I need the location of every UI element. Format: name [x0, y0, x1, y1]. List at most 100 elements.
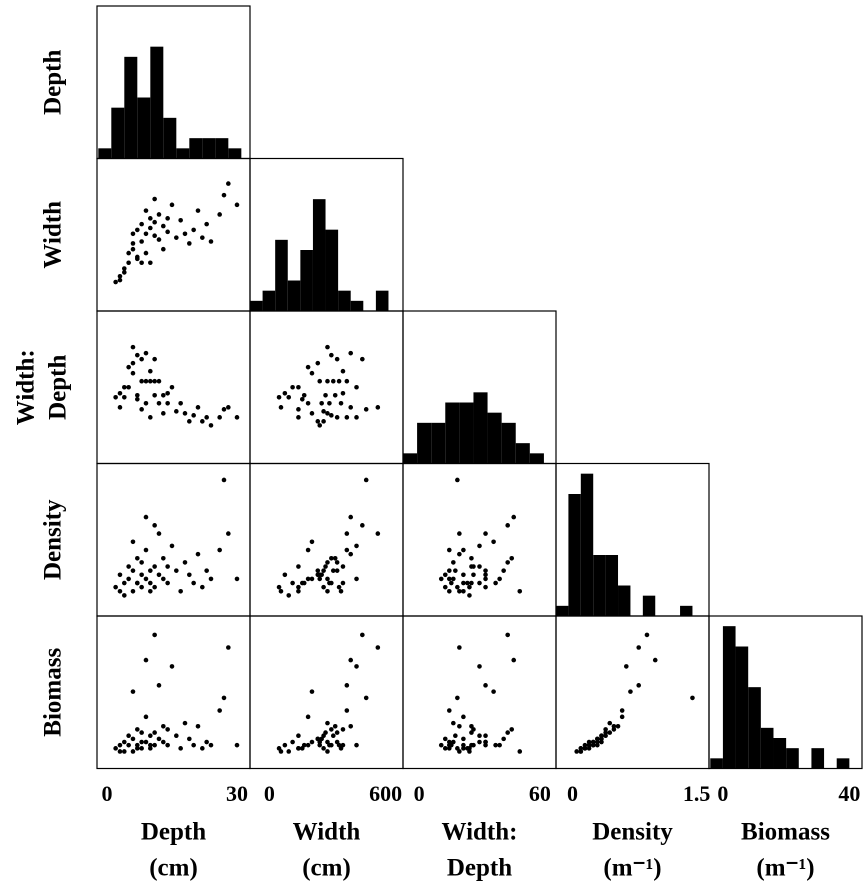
point [451, 560, 456, 565]
point [455, 695, 460, 701]
hist-bar [111, 107, 125, 159]
point [135, 555, 140, 561]
point [586, 742, 592, 748]
hist-bar [642, 595, 656, 616]
point [442, 572, 448, 578]
point [130, 231, 136, 237]
point [148, 260, 153, 266]
point [117, 405, 123, 410]
point [296, 564, 301, 569]
point [204, 415, 209, 420]
point [221, 695, 227, 701]
point [139, 746, 144, 751]
point [234, 202, 240, 208]
point [278, 405, 284, 410]
point [321, 746, 326, 751]
column-label: Width [293, 819, 361, 846]
column-label: Depth [447, 855, 512, 882]
point [126, 364, 131, 370]
hist-bar [748, 687, 761, 769]
hist-bar [375, 290, 389, 311]
point [451, 720, 456, 726]
point [491, 539, 496, 545]
point [340, 727, 346, 732]
point [317, 742, 323, 748]
point [603, 727, 608, 732]
point [330, 733, 336, 739]
point [182, 231, 188, 237]
point [447, 588, 452, 594]
point [348, 405, 354, 410]
point [200, 419, 205, 424]
hist-bar [568, 494, 581, 616]
x-tick-label: 0 [414, 781, 425, 806]
point [182, 720, 188, 726]
hist-bar [593, 555, 606, 616]
point [321, 409, 326, 414]
point [165, 216, 170, 221]
point [652, 657, 658, 663]
point [152, 523, 157, 528]
point [469, 555, 474, 561]
point [161, 392, 166, 398]
hist-bar [275, 239, 288, 311]
point [461, 742, 466, 748]
point [321, 419, 326, 424]
point [483, 739, 488, 745]
point [195, 208, 201, 213]
point [182, 411, 188, 416]
point [182, 560, 188, 565]
point [611, 723, 617, 729]
column-label: Biomass [741, 819, 830, 846]
x-tick-label: 0 [264, 781, 275, 806]
point [117, 742, 123, 748]
point [334, 568, 340, 573]
point [603, 733, 608, 739]
point [483, 576, 488, 582]
point [319, 401, 324, 406]
point [226, 531, 231, 536]
point [178, 746, 183, 751]
point [348, 551, 354, 557]
point [497, 576, 502, 582]
point [148, 225, 153, 231]
hist-bar [605, 555, 619, 616]
point [126, 733, 131, 739]
point [139, 407, 144, 412]
point [191, 742, 196, 748]
point [338, 746, 344, 751]
point [221, 407, 227, 412]
point [453, 733, 458, 739]
column-label: (m⁻¹) [756, 855, 814, 882]
point [156, 237, 162, 242]
point [483, 683, 488, 688]
point [447, 576, 452, 582]
point [296, 588, 301, 594]
point [438, 742, 444, 748]
point [615, 723, 621, 729]
point [375, 405, 381, 410]
row-label: Width [40, 201, 67, 269]
point [330, 568, 336, 573]
point [325, 749, 330, 754]
point [156, 683, 162, 688]
point [152, 233, 157, 239]
point [348, 657, 354, 663]
point [117, 277, 123, 283]
point [442, 746, 448, 751]
point [217, 547, 222, 553]
hist-bar [487, 412, 502, 464]
point [595, 739, 600, 745]
point [135, 392, 140, 398]
point [148, 733, 153, 739]
point [161, 555, 166, 561]
point [447, 568, 452, 573]
point [290, 580, 295, 586]
point [315, 419, 321, 424]
point [505, 560, 510, 565]
point [309, 739, 315, 745]
point [208, 239, 214, 244]
point [126, 742, 131, 748]
point [139, 584, 144, 590]
point [161, 576, 166, 582]
